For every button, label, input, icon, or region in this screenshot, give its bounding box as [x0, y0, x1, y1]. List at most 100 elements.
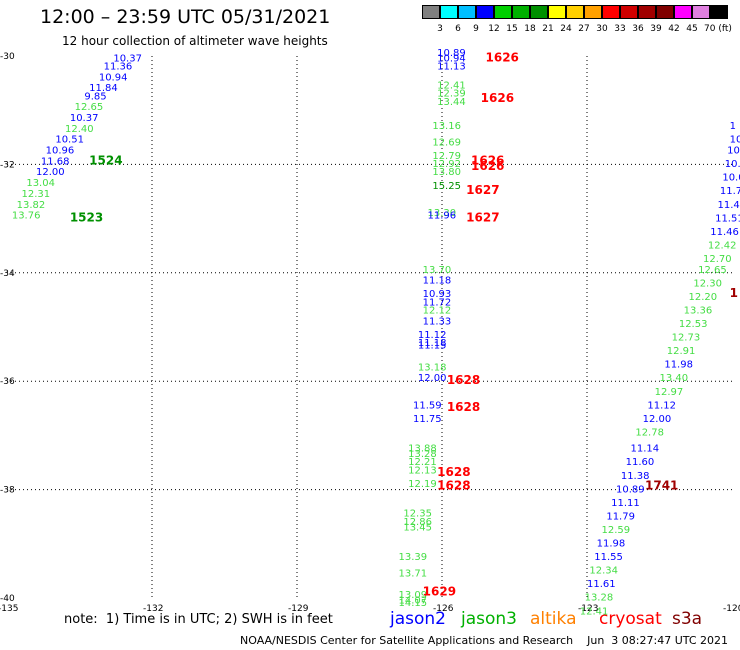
colorbar-label: 70 (ft) — [704, 24, 732, 34]
legend-item-jason3: jason3 — [461, 609, 517, 629]
wave-height-point: 12.97 — [655, 387, 684, 398]
wave-height-point: 11.11 — [611, 498, 640, 509]
wave-height-point: 11.18 — [423, 276, 452, 287]
wave-height-point: 12.92 — [432, 159, 461, 170]
wave-height-point: 12.53 — [679, 319, 708, 330]
x-tick-label: -123 — [578, 604, 598, 614]
wave-height-point: 12.41 — [580, 606, 609, 617]
pass-time-label: 1523 — [70, 210, 103, 224]
wave-height-point: 11.72 — [423, 297, 452, 308]
wave-height-point: 11.12 — [647, 400, 676, 411]
wave-height-point: 12.00 — [418, 373, 447, 384]
wave-height-point: 11.59 — [413, 400, 442, 411]
colorbar-swatch — [674, 5, 692, 19]
colorbar-swatch — [566, 5, 584, 19]
colorbar-swatch — [584, 5, 602, 19]
wave-height-point: 10.94 — [437, 53, 466, 64]
wave-height-point: 11.98 — [664, 360, 693, 371]
colorbar-swatch — [620, 5, 638, 19]
wave-height-point: 12.73 — [672, 333, 701, 344]
colorbar-swatch — [656, 5, 674, 19]
pass-time-label: 1627 — [466, 183, 499, 197]
wave-height-point: 11.12 — [418, 330, 447, 341]
wave-height-point: 13.28 — [585, 593, 614, 604]
colorbar-swatch — [458, 5, 476, 19]
wave-height-point: 10. — [725, 159, 740, 170]
pass-time-label: 1741 — [645, 479, 678, 493]
wave-height-point: 11.38 — [621, 471, 650, 482]
wave-height-point: 13.30 — [428, 208, 457, 219]
wave-height-point: 12.65 — [75, 102, 104, 113]
wave-height-point: 1 — [730, 121, 736, 132]
colorbar-label: 27 — [578, 24, 590, 34]
wave-height-point: 11.7 — [720, 186, 740, 197]
colorbar-label: 3 — [437, 24, 443, 34]
colorbar-label: 15 — [506, 24, 518, 34]
wave-height-point: 13.71 — [399, 568, 428, 579]
credit-line: NOAA/NESDIS Center for Satellite Applica… — [240, 634, 728, 647]
wave-height-point: 11.55 — [594, 552, 623, 563]
wave-height-point: 11.79 — [606, 511, 635, 522]
wave-height-point: 10.94 — [99, 72, 128, 83]
wave-height-point: 12.21 — [408, 457, 437, 468]
y-tick-label: -36 — [0, 377, 15, 387]
wave-height-point: 11.45 — [718, 200, 740, 211]
wave-height-point: 13.40 — [660, 373, 689, 384]
wave-height-point: 10.37 — [70, 113, 99, 124]
wave-height-point: 11.33 — [423, 316, 452, 327]
colorbar-label: 45 — [686, 24, 698, 34]
legend-item-altika: altika — [530, 609, 577, 629]
wave-height-point: 11.75 — [413, 414, 442, 425]
colorbar-swatch — [422, 5, 440, 19]
pass-time-label: 1627 — [466, 210, 499, 224]
colorbar-swatch — [692, 5, 710, 19]
legend-item-s3a: s3a — [672, 609, 703, 629]
pass-time-label: 1628 — [437, 479, 470, 493]
colorbar-swatch — [602, 5, 620, 19]
pass-time-label: 1629 — [423, 584, 456, 598]
wave-height-point: 12.78 — [635, 427, 664, 438]
wave-height-point: 11.60 — [626, 457, 655, 468]
wave-height-point: 13.36 — [684, 305, 713, 316]
wave-height-point: 11.98 — [597, 539, 626, 550]
wave-height-point: 13.39 — [399, 552, 428, 563]
pass-time-label: 1626 — [481, 91, 514, 105]
colorbar-label: 30 — [596, 24, 608, 34]
wave-height-point: 11.15 — [418, 341, 447, 352]
wave-height-point: 12.69 — [432, 137, 461, 148]
wave-height-point: 11.46 — [710, 227, 739, 238]
wave-height-point: 12.91 — [667, 346, 696, 357]
wave-height-point: 10.51 — [55, 135, 84, 146]
wave-height-point: 11.14 — [631, 444, 660, 455]
wave-height-point: 12.31 — [22, 189, 51, 200]
wave-height-point: 13.70 — [423, 265, 452, 276]
y-tick-label: -34 — [0, 269, 15, 279]
wave-height-point: 11.13 — [437, 62, 466, 73]
wave-height-point: 10.89 — [437, 48, 466, 59]
wave-height-point: 13.09 — [399, 590, 428, 601]
wave-height-point: 9.85 — [84, 91, 106, 102]
wave-height-point: 12.86 — [403, 517, 432, 528]
wave-height-point: 11.61 — [587, 579, 616, 590]
x-tick-label: -135 — [0, 604, 18, 614]
pass-time-label: 1 — [730, 286, 738, 300]
y-tick-label: -38 — [0, 486, 15, 496]
pass-time-label: 1626 — [471, 153, 504, 167]
wave-height-point: 12.42 — [708, 240, 737, 251]
y-tick-label: -40 — [0, 594, 15, 604]
colorbar-label: 36 — [632, 24, 644, 34]
x-tick-label: -120 — [723, 604, 740, 614]
wave-height-point: 11.68 — [41, 156, 70, 167]
wave-height-point: 11.36 — [104, 62, 133, 73]
wave-height-point: 13.76 — [12, 211, 41, 222]
wave-height-point: 13.88 — [408, 444, 437, 455]
pass-time-label: 1524 — [89, 153, 122, 167]
wave-height-point: 12.70 — [703, 254, 732, 265]
wave-height-point: 13.82 — [17, 200, 46, 211]
pass-time-label: 1628 — [437, 465, 470, 479]
colorbar-swatch — [476, 5, 494, 19]
wave-height-point: 10.37 — [113, 53, 142, 64]
wave-height-point: 12.41 — [437, 81, 466, 92]
wave-height-point: 13.04 — [26, 178, 55, 189]
